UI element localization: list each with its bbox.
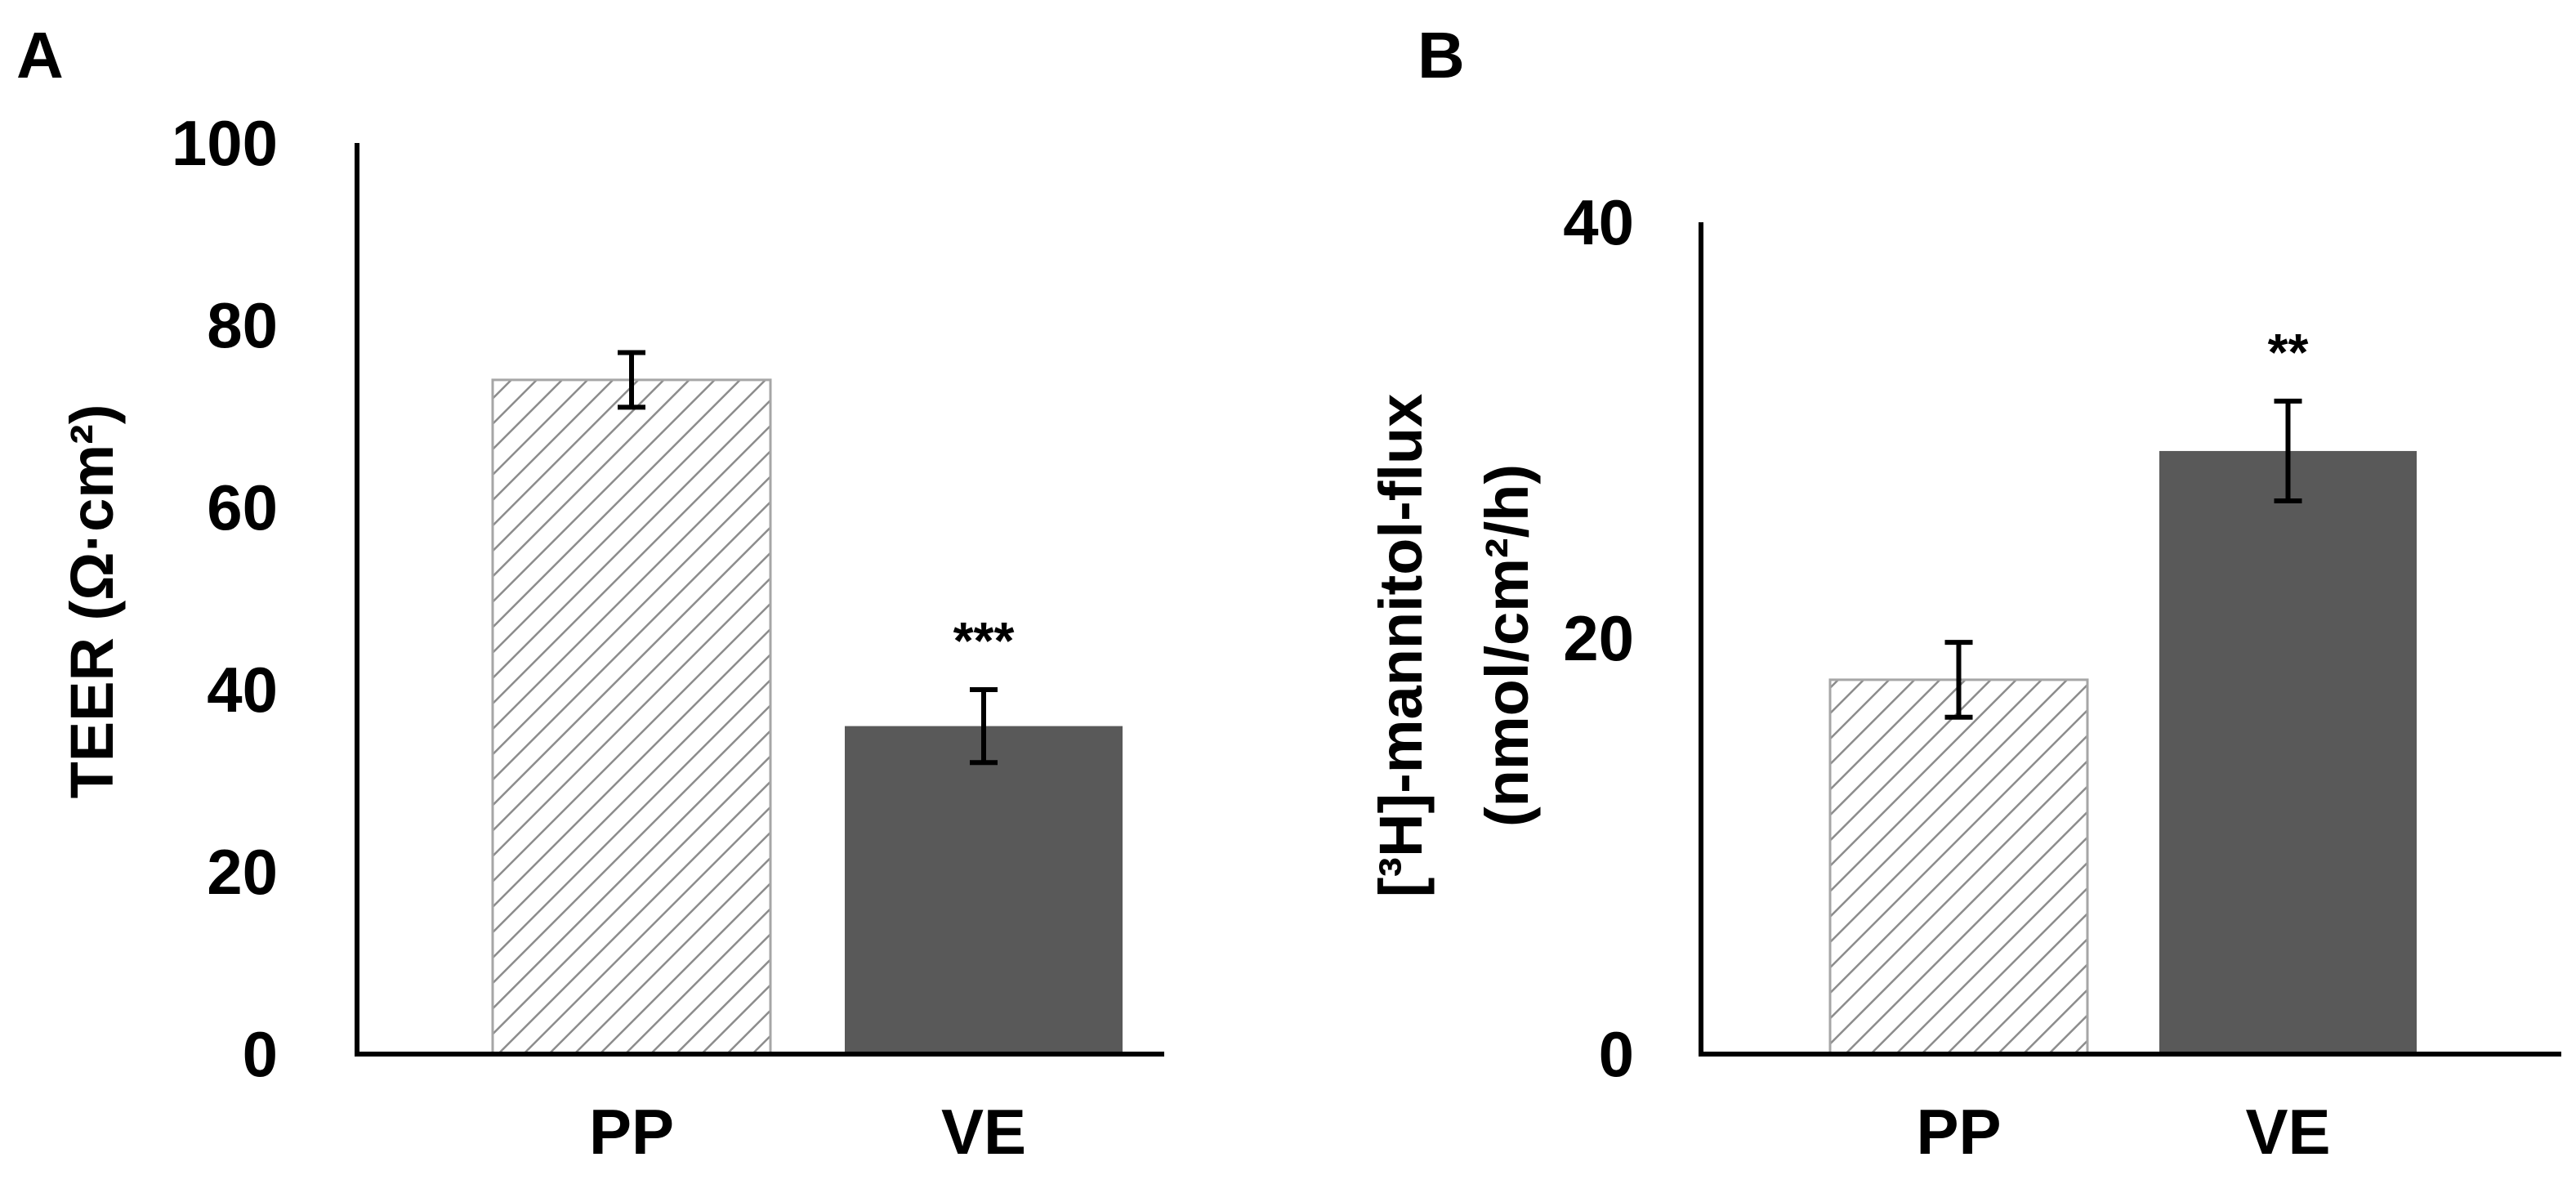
y-tick-label: 40 xyxy=(207,654,278,726)
bar-pp xyxy=(491,378,772,1056)
significance-marker: ** xyxy=(2268,323,2309,382)
panel-a-bars xyxy=(491,378,1123,1056)
panel-a-significance: *** xyxy=(953,611,1015,670)
bar-pp xyxy=(1828,678,2089,1056)
panel-a: A TEER (Ω·cm²) 0 20 40 60 80 100 *** PP VE xyxy=(16,19,1164,1168)
panel-b-y-ticks: 0 20 40 xyxy=(1563,186,1634,1090)
y-tick-label: 0 xyxy=(243,1018,278,1090)
panel-b-significance: ** xyxy=(2268,323,2309,382)
y-tick-label: 60 xyxy=(207,471,278,543)
category-label-pp: PP xyxy=(1916,1096,2001,1168)
y-tick-label: 0 xyxy=(1599,1018,1634,1090)
panel-a-categories: PP VE xyxy=(589,1096,1026,1168)
panel-a-y-axis-title: TEER (Ω·cm²) xyxy=(58,404,126,799)
panel-a-label: A xyxy=(16,19,64,92)
bar-ve xyxy=(845,726,1123,1054)
panel-b: B [³H]-mannitol-flux (nmol/cm²/h) 02040 … xyxy=(1367,19,2561,1168)
y-tick-label: 40 xyxy=(1563,186,1634,258)
y-tick-label: 80 xyxy=(207,289,278,361)
panel-b-y-axis-title-line1: [³H]-mannitol-flux xyxy=(1367,394,1435,898)
panel-a-error-bars xyxy=(618,350,998,766)
category-label-pp: PP xyxy=(589,1096,674,1168)
panel-b-error-bars xyxy=(1944,398,2302,720)
y-tick-label: 100 xyxy=(172,107,278,179)
bar-ve xyxy=(2159,450,2417,1054)
significance-marker: *** xyxy=(953,611,1015,670)
panel-b-label: B xyxy=(1417,19,1465,92)
category-label-ve: VE xyxy=(941,1096,1026,1168)
y-tick-label: 20 xyxy=(1563,602,1634,674)
panel-a-y-ticks: 0 20 40 60 80 100 xyxy=(172,107,278,1090)
panel-b-bars xyxy=(1828,450,2417,1056)
y-tick-label: 20 xyxy=(207,836,278,908)
panel-b-categories: PP VE xyxy=(1916,1096,2330,1168)
category-label-ve: VE xyxy=(2245,1096,2330,1168)
panel-b-y-axis-title-line2: (nmol/cm²/h) xyxy=(1473,464,1541,827)
